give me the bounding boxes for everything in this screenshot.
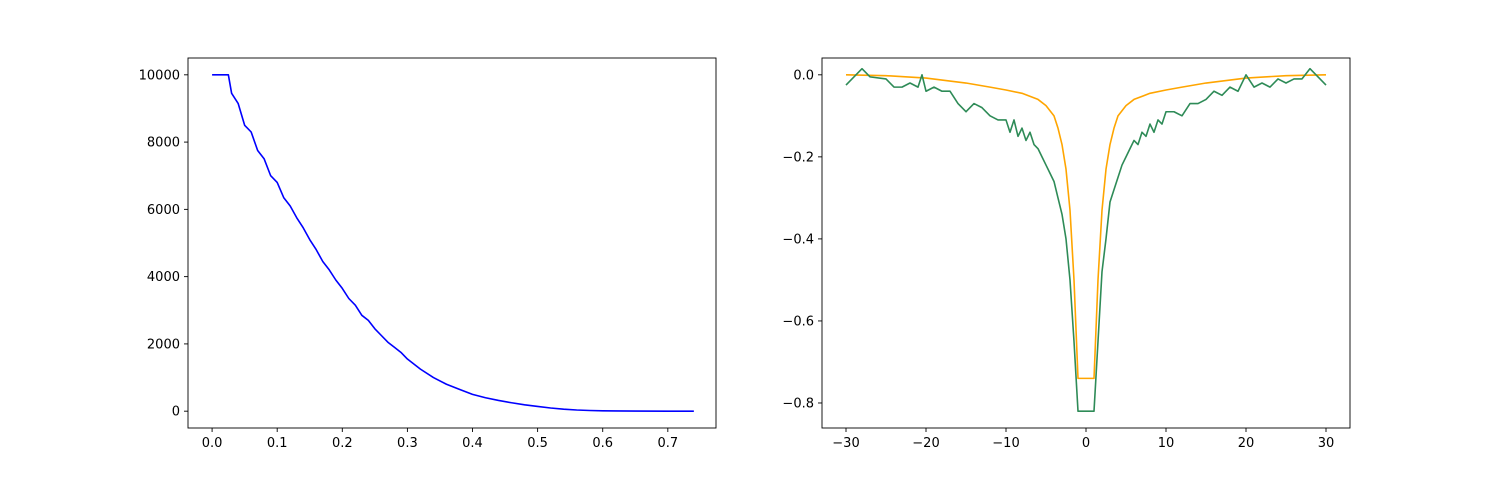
y-tick-label: 8000 (147, 136, 180, 151)
axes-frame (187, 57, 717, 429)
y-tick-label: 6000 (147, 203, 180, 218)
y-tick-label: 0 (172, 405, 180, 420)
x-tick-label: 0 (1082, 436, 1090, 451)
x-tick-label: 0.1 (267, 436, 288, 451)
series-line-1 (845, 74, 1327, 380)
y-tick-label: −0.8 (782, 396, 814, 411)
x-tick-label: 0.6 (592, 436, 613, 451)
x-tick-label: −10 (992, 436, 1019, 451)
x-tick-label: 0.7 (657, 436, 678, 451)
y-tick-label: 2000 (147, 337, 180, 352)
x-tick-label: 0.5 (527, 436, 548, 451)
y-tick-label: −0.4 (782, 232, 814, 247)
right-chart: −30 −20 −10 0 10 20 30 0.0 −0.2 −0.4 −0.6 −0.8 (782, 57, 1351, 451)
x-tick-label: −30 (832, 436, 859, 451)
y-tick-label: −0.6 (782, 314, 814, 329)
x-tick-label: 0.2 (332, 436, 353, 451)
x-tick-label: 20 (1238, 436, 1255, 451)
x-tick-label: 0.3 (397, 436, 418, 451)
x-tick-label: 10 (1158, 436, 1175, 451)
y-tick-label: −0.2 (782, 150, 814, 165)
y-tick-label: 0.0 (793, 68, 814, 83)
x-tick-label: −20 (912, 436, 939, 451)
series-line-1 (212, 74, 694, 412)
left-chart: 0.0 0.1 0.2 0.3 0.4 0.5 0.6 0.7 0 2000 4000 6000 800… (139, 57, 717, 451)
y-tick-label: 10000 (139, 68, 180, 83)
x-tick-label: 30 (1318, 436, 1335, 451)
x-tick-label: 0.0 (202, 436, 223, 451)
x-tick-label: 0.4 (462, 436, 483, 451)
y-tick-label: 4000 (147, 270, 180, 285)
series-line-2 (845, 67, 1327, 412)
